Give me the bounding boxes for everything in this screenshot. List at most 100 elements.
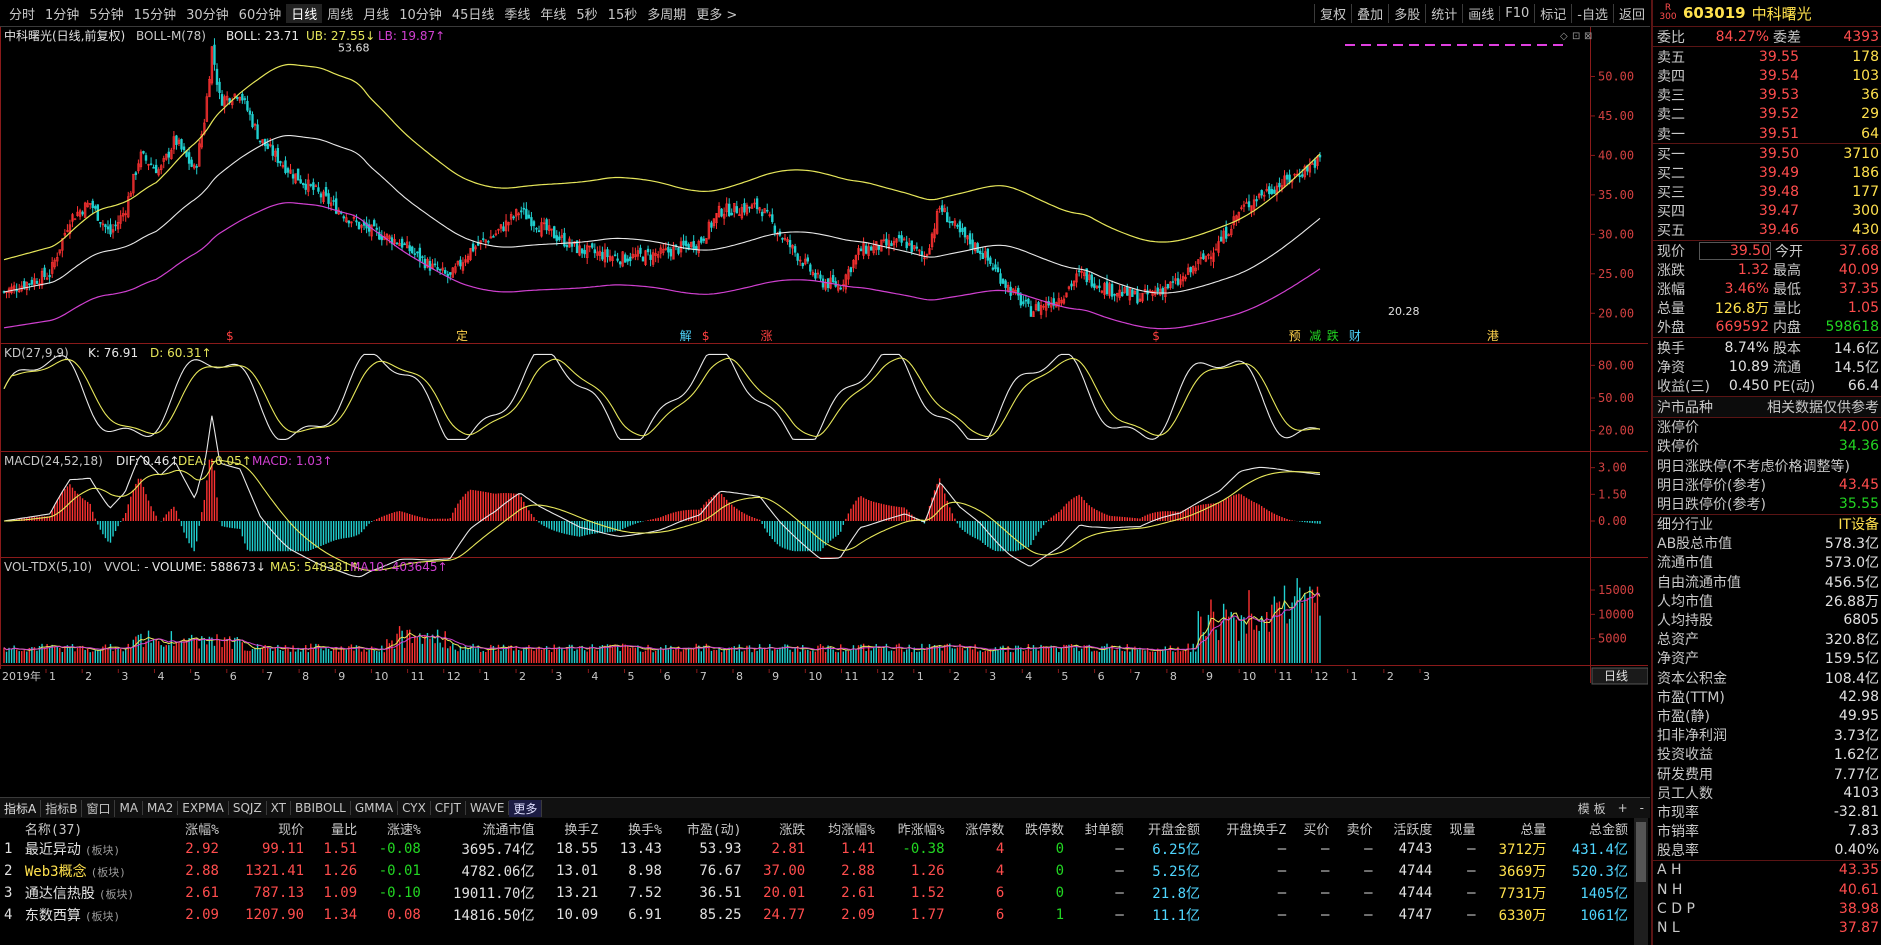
col-header-3[interactable]: 量比 — [331, 822, 358, 838]
col-header-2[interactable]: 现价 — [278, 822, 305, 838]
table-row[interactable]: 4 东数西算 (板块) 2.09 1207.90 1.34 0.08 14816.50亿 10.… — [0, 904, 1632, 926]
tool-button-5[interactable]: F10 — [1499, 5, 1534, 21]
col-header-13[interactable]: 跌停数 — [1025, 822, 1065, 838]
col-header-1[interactable]: 涨幅% — [185, 822, 219, 838]
col-header-7[interactable]: 换手% — [628, 822, 662, 838]
event-marker[interactable]: 减 — [1309, 329, 1321, 343]
period-tab-15[interactable]: 多周期 — [647, 7, 687, 23]
event-marker[interactable]: $ — [702, 329, 710, 343]
order-level[interactable]: 买四 39.47 300 — [1653, 202, 1881, 221]
period-tab-6[interactable]: 日线 — [286, 3, 323, 23]
event-marker[interactable]: 跌 — [1327, 328, 1339, 343]
col-header-11[interactable]: 昨涨幅% — [897, 822, 945, 838]
period-tab-1[interactable]: 1分钟 — [45, 7, 80, 23]
col-header-22[interactable]: 总金额 — [1588, 822, 1628, 838]
period-tab-2[interactable]: 5分钟 — [89, 7, 124, 23]
period-tab-4[interactable]: 30分钟 — [186, 7, 229, 23]
order-level[interactable]: 买五 39.46 430 — [1653, 221, 1881, 240]
template-button-1[interactable]: + — [1617, 801, 1628, 815]
tool-button-3[interactable]: 统计 — [1425, 3, 1462, 23]
col-header-0[interactable]: 名称(37) — [24, 822, 83, 838]
period-tab-11[interactable]: 季线 — [504, 7, 531, 23]
event-marker[interactable]: $ — [226, 329, 234, 343]
table-row[interactable]: 3 通达信热股 (板块) 2.61 787.13 1.09 -0.10 19011.70亿 13… — [0, 882, 1632, 904]
period-button-label[interactable]: 日线 — [1604, 669, 1628, 683]
kline-chart-area[interactable]: 50.00 45.00 40.00 35.00 30.00 25.00 20.00 中科曙光(… — [0, 27, 1648, 797]
indicator-tab-12[interactable]: WAVE — [466, 801, 510, 815]
col-header-6[interactable]: 换手Z — [564, 822, 599, 838]
kline-chart[interactable]: 50.0045.0040.0035.0030.0025.0020.00中科曙光(… — [0, 27, 1648, 797]
col-header-17[interactable]: 买价 — [1303, 822, 1330, 838]
industry-value[interactable]: IT设备 — [1838, 517, 1879, 534]
col-header-12[interactable]: 涨停数 — [965, 822, 1005, 838]
pane-control-icon[interactable]: ◇ — [1560, 31, 1568, 42]
col-header-20[interactable]: 现量 — [1449, 822, 1476, 838]
col-header-19[interactable]: 活跃度 — [1393, 822, 1433, 838]
indicator-tab-4[interactable]: MA2 — [143, 801, 179, 815]
period-tab-9[interactable]: 10分钟 — [399, 7, 442, 23]
col-header-8[interactable]: 市盈(动) — [686, 822, 742, 838]
pane-control-icon[interactable]: ⊡ — [1572, 31, 1580, 42]
event-marker[interactable]: 解 — [680, 329, 692, 343]
indicator-tab-2[interactable]: 窗口 — [82, 799, 116, 817]
col-header-5[interactable]: 流通市值 — [482, 822, 535, 838]
indicator-tab-3[interactable]: MA — [115, 801, 144, 815]
order-level[interactable]: 卖三 39.53 36 — [1653, 86, 1881, 105]
col-header-18[interactable]: 卖价 — [1346, 822, 1373, 838]
row-name[interactable]: 东数西算 (板块) — [21, 904, 170, 926]
period-tab-14[interactable]: 15秒 — [607, 7, 638, 23]
indicator-tab-8[interactable]: BBIBOLL — [291, 801, 351, 815]
col-header-9[interactable]: 涨跌 — [779, 822, 806, 838]
order-level[interactable]: 卖一 39.51 64 — [1653, 124, 1881, 143]
order-level[interactable]: 卖四 39.54 103 — [1653, 66, 1881, 85]
order-level[interactable]: 买三 39.48 177 — [1653, 183, 1881, 202]
period-tab-0[interactable]: 分时 — [9, 7, 36, 23]
tool-button-8[interactable]: 返回 — [1612, 3, 1650, 23]
col-header-4[interactable]: 涨速% — [387, 822, 421, 838]
indicator-tab-7[interactable]: XT — [267, 801, 292, 815]
order-level[interactable]: 卖五 39.55 178 — [1653, 47, 1881, 66]
tool-button-2[interactable]: 多股 — [1388, 3, 1425, 23]
scroll-thumb[interactable] — [1636, 822, 1646, 882]
period-tab-10[interactable]: 45日线 — [451, 7, 495, 23]
order-level[interactable]: 买一 39.50 3710 — [1653, 144, 1881, 163]
row-name[interactable]: 通达信热股 (板块) — [21, 882, 170, 904]
indicator-tab-5[interactable]: EXPMA — [178, 801, 229, 815]
order-level[interactable]: 卖二 39.52 29 — [1653, 105, 1881, 124]
col-header-21[interactable]: 总量 — [1520, 822, 1547, 838]
period-tab-13[interactable]: 5秒 — [576, 7, 598, 23]
indicator-tab-13[interactable]: 更多 — [509, 799, 543, 817]
col-header-10[interactable]: 均涨幅% — [828, 822, 875, 838]
tool-button-6[interactable]: 标记 — [1534, 3, 1571, 23]
template-button-2[interactable]: - — [1639, 801, 1644, 815]
indicator-tab-6[interactable]: SQJZ — [229, 801, 267, 815]
col-header-15[interactable]: 开盘金额 — [1147, 822, 1200, 838]
event-marker[interactable]: 财 — [1349, 329, 1361, 343]
tool-button-0[interactable]: 复权 — [1314, 3, 1351, 23]
period-tab-8[interactable]: 月线 — [363, 7, 390, 23]
row-name[interactable]: 最近异动 (板块) — [21, 838, 170, 860]
event-marker[interactable]: 定 — [456, 328, 468, 343]
event-marker[interactable]: 港 — [1487, 329, 1499, 343]
event-marker[interactable]: 预 — [1289, 329, 1301, 343]
indicator-tab-9[interactable]: GMMA — [351, 801, 399, 815]
period-tab-7[interactable]: 周线 — [327, 7, 354, 23]
period-tab-5[interactable]: 60分钟 — [238, 7, 282, 23]
tool-button-7[interactable]: -自选 — [1571, 3, 1613, 23]
indicator-tab-1[interactable]: 指标B — [41, 799, 83, 817]
col-header-16[interactable]: 开盘换手Z — [1226, 822, 1287, 838]
period-tab-16[interactable]: 更多 > — [696, 7, 738, 23]
order-level[interactable]: 买二 39.49 186 — [1653, 163, 1881, 182]
event-marker[interactable]: $ — [1152, 329, 1160, 343]
period-button[interactable] — [1591, 667, 1648, 685]
indicator-tab-11[interactable]: CFJT — [431, 801, 466, 815]
indicator-tab-10[interactable]: CYX — [398, 801, 431, 815]
col-header-14[interactable]: 封单额 — [1084, 822, 1124, 838]
row-name[interactable]: Web3概念 (板块) — [21, 860, 170, 882]
event-marker[interactable]: 涨 — [761, 328, 773, 343]
period-tab-12[interactable]: 年线 — [540, 7, 567, 23]
tool-button-4[interactable]: 画线 — [1462, 3, 1499, 23]
template-button-0[interactable]: 模 板 — [1577, 801, 1606, 816]
period-tab-3[interactable]: 15分钟 — [133, 7, 177, 23]
pane-control-icon[interactable]: ⊠ — [1584, 31, 1592, 42]
